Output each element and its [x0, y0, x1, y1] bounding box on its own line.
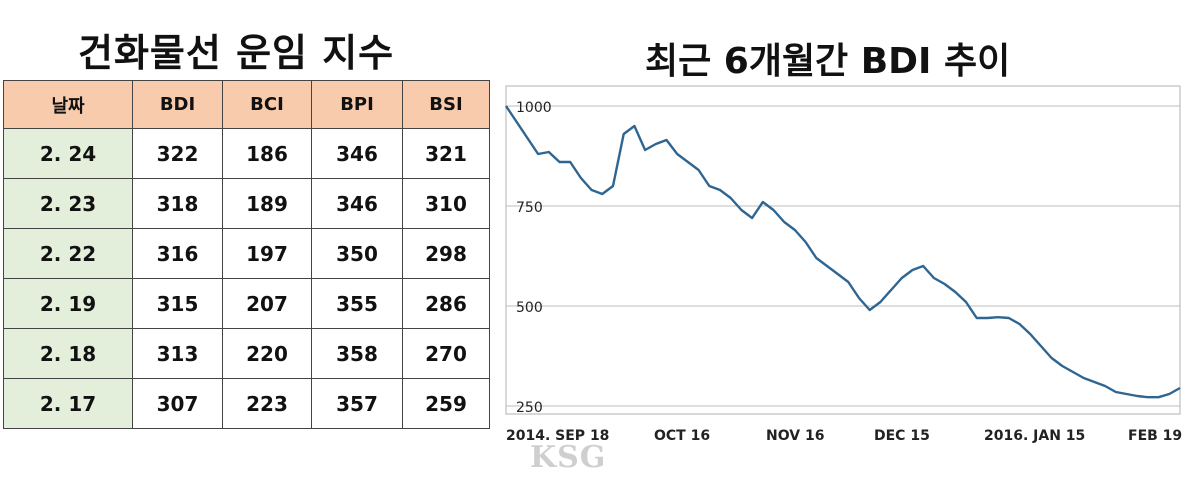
x-tick-label: OCT 16: [654, 428, 710, 444]
cell-bsi: 310: [402, 178, 490, 229]
y-tick-label: 1000: [516, 100, 552, 116]
cell-bsi: 298: [402, 228, 490, 279]
cell-date: 2. 24: [3, 128, 133, 179]
cell-bci: 220: [222, 328, 312, 379]
cell-bpi: 358: [311, 328, 403, 379]
table-row: 2. 17 307 223 357 259: [3, 378, 490, 429]
x-tick-label: FEB 19: [1128, 428, 1182, 444]
cell-bsi: 321: [402, 128, 490, 179]
cell-date: 2. 19: [3, 278, 133, 329]
x-tick-label: NOV 16: [766, 428, 824, 444]
cell-date: 2. 18: [3, 328, 133, 379]
y-tick-label: 500: [516, 300, 543, 316]
x-tick-label: DEC 15: [874, 428, 930, 444]
x-tick-label: 2014. SEP 18: [506, 428, 609, 444]
cell-bci: 197: [222, 228, 312, 279]
cell-bpi: 355: [311, 278, 403, 329]
table-row: 2. 23 318 189 346 310: [3, 178, 490, 229]
freight-index-table: 날짜 BDI BCI BPI BSI 2. 24 322 186 346 321…: [3, 80, 490, 429]
y-tick-label: 250: [516, 400, 543, 416]
header-bsi: BSI: [402, 80, 490, 129]
cell-bdi: 316: [132, 228, 223, 279]
bdi-line-chart: 1000 750 500 250 2014. SEP 18 OCT 16 NOV 16 DEC…: [505, 85, 1182, 444]
table-row: 2. 22 316 197 350 298: [3, 228, 490, 279]
bdi-series-line: [505, 105, 1181, 399]
cell-bci: 189: [222, 178, 312, 229]
header-bpi: BPI: [311, 80, 403, 129]
table-row: 2. 24 322 186 346 321: [3, 128, 490, 179]
cell-bsi: 286: [402, 278, 490, 329]
cell-bdi: 313: [132, 328, 223, 379]
table-title: 건화물선 운임 지수: [78, 31, 395, 75]
cell-bdi: 307: [132, 378, 223, 429]
cell-bdi: 315: [132, 278, 223, 329]
table-header-row: 날짜 BDI BCI BPI BSI: [3, 80, 490, 129]
cell-date: 2. 22: [3, 228, 133, 279]
table-row: 2. 19 315 207 355 286: [3, 278, 490, 329]
cell-bdi: 322: [132, 128, 223, 179]
cell-date: 2. 23: [3, 178, 133, 229]
plot-frame: [505, 85, 1181, 415]
cell-bpi: 346: [311, 178, 403, 229]
ksg-watermark: KSG: [530, 440, 607, 475]
cell-bci: 207: [222, 278, 312, 329]
cell-bpi: 357: [311, 378, 403, 429]
cell-bci: 186: [222, 128, 312, 179]
cell-bdi: 318: [132, 178, 223, 229]
x-tick-label: 2016. JAN 15: [984, 428, 1085, 444]
y-tick-label: 750: [516, 200, 543, 216]
header-bci: BCI: [222, 80, 312, 129]
chart-title: 최근 6개월간 BDI 추이: [645, 41, 1011, 82]
cell-bsi: 270: [402, 328, 490, 379]
cell-bpi: 350: [311, 228, 403, 279]
header-bdi: BDI: [132, 80, 223, 129]
table-row: 2. 18 313 220 358 270: [3, 328, 490, 379]
cell-date: 2. 17: [3, 378, 133, 429]
cell-bpi: 346: [311, 128, 403, 179]
cell-bsi: 259: [402, 378, 490, 429]
header-date: 날짜: [3, 80, 133, 129]
cell-bci: 223: [222, 378, 312, 429]
